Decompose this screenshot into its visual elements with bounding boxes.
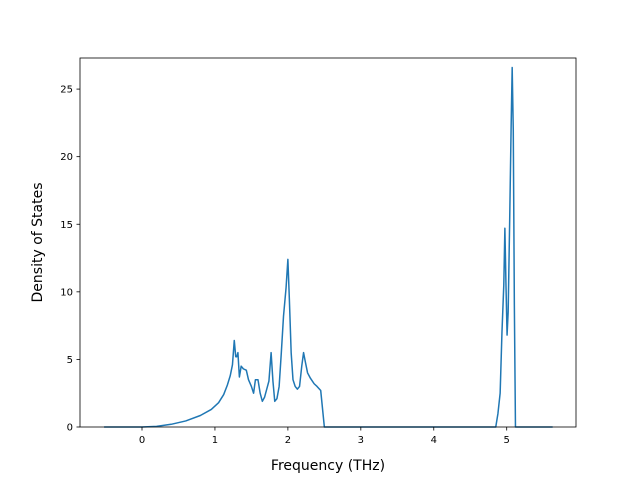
x-tick-label: 5 xyxy=(504,435,510,446)
y-tick-label: 5 xyxy=(67,355,73,366)
x-tick-label: 0 xyxy=(139,435,145,446)
y-axis-title: Density of States xyxy=(30,183,46,303)
x-axis: 0 1 2 3 4 5 xyxy=(139,427,510,446)
y-tick-label: 15 xyxy=(60,220,73,231)
x-tick-label: 4 xyxy=(431,435,437,446)
series-line-0 xyxy=(104,66,553,428)
plot-area xyxy=(104,66,553,428)
x-axis-title: Frequency (THz) xyxy=(271,458,385,474)
x-tick-label: 1 xyxy=(212,435,218,446)
x-tick-label: 2 xyxy=(285,435,291,446)
y-tick-label: 10 xyxy=(60,287,73,298)
y-tick-label: 20 xyxy=(60,152,73,163)
axes-frame xyxy=(79,57,577,428)
y-tick-label: 0 xyxy=(67,423,73,434)
y-axis: 0 5 10 15 20 25 xyxy=(60,85,80,434)
y-tick-label: 25 xyxy=(60,85,73,96)
x-tick-label: 3 xyxy=(358,435,364,446)
